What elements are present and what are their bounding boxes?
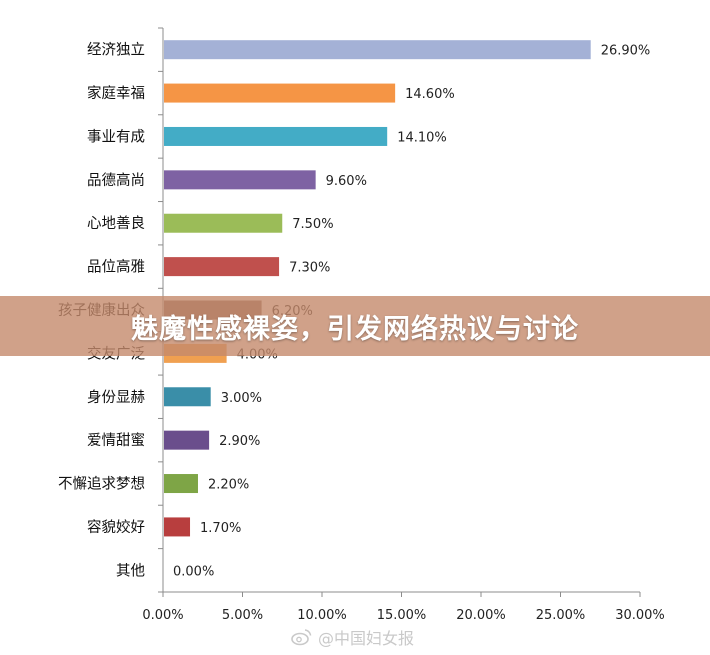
data-label: 2.90% <box>219 434 260 449</box>
category-label: 心地善良 <box>87 215 145 232</box>
bar <box>164 213 283 233</box>
bar <box>164 387 211 407</box>
data-label: 7.30% <box>289 261 330 276</box>
weibo-icon <box>291 629 312 646</box>
category-label: 事业有成 <box>87 128 145 145</box>
bar <box>164 126 388 146</box>
x-tick-label: 5.00% <box>222 608 263 623</box>
x-tick-label: 0.00% <box>142 608 183 623</box>
bar <box>164 430 210 450</box>
category-label: 容貌姣好 <box>87 518 145 536</box>
data-label: 14.60% <box>405 87 455 102</box>
bar <box>164 170 316 190</box>
data-label: 0.00% <box>173 564 214 579</box>
category-label: 家庭幸福 <box>87 85 145 102</box>
watermark: @中国妇女报 <box>290 625 414 649</box>
data-label: 9.60% <box>326 174 367 189</box>
category-label: 其他 <box>116 562 145 579</box>
category-label: 爱情甜蜜 <box>87 432 145 449</box>
category-label: 不懈追求梦想 <box>58 475 145 493</box>
headline-banner: 魅魔性感裸姿，引发网络热议与讨论 <box>0 296 710 356</box>
category-label: 品位高雅 <box>87 259 145 276</box>
category-label: 经济独立 <box>87 42 145 59</box>
data-label: 3.00% <box>221 391 262 406</box>
bar <box>164 517 191 537</box>
data-label: 2.20% <box>208 478 249 493</box>
x-tick-label: 15.00% <box>377 608 427 623</box>
category-label: 品德高尚 <box>87 172 145 189</box>
category-label: 身份显赫 <box>87 389 145 406</box>
headline-text: 魅魔性感裸姿，引发网络热议与讨论 <box>131 313 579 345</box>
watermark-text: @中国妇女报 <box>318 629 415 648</box>
x-tick-label: 30.00% <box>615 608 665 623</box>
x-tick-label: 10.00% <box>297 608 347 623</box>
data-label: 14.10% <box>397 130 447 145</box>
x-tick-label: 20.00% <box>456 608 506 623</box>
bar <box>164 257 280 277</box>
bar <box>164 83 396 103</box>
x-tick-label: 25.00% <box>536 608 586 623</box>
bar <box>164 40 591 60</box>
data-label: 1.70% <box>200 521 241 536</box>
data-label: 26.90% <box>601 44 651 59</box>
data-label: 7.50% <box>292 217 333 232</box>
bar <box>164 474 198 494</box>
